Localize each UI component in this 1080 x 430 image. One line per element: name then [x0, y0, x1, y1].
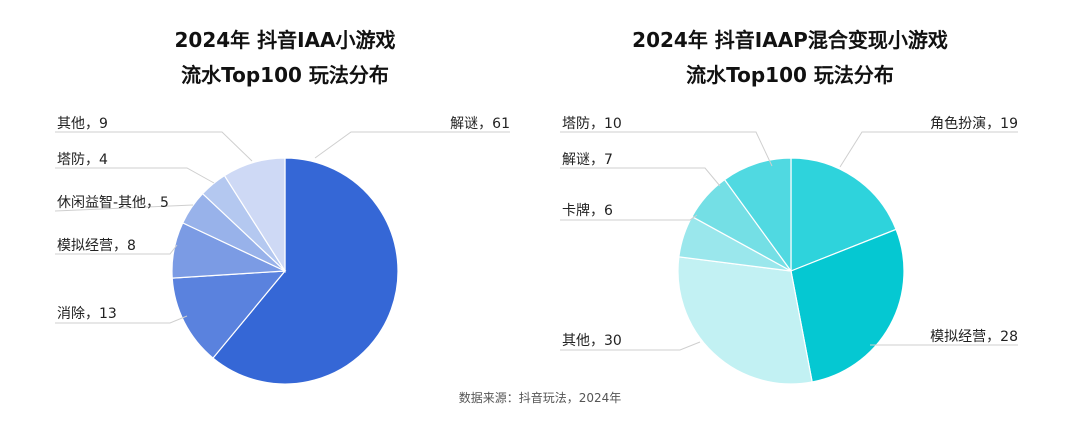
right-label-tafang: 塔防，10 [562, 116, 622, 132]
leader-right-kapai [560, 214, 698, 221]
left-label-qita: 其他，9 [57, 116, 108, 132]
right-slice-0 [790, 157, 897, 272]
right-slice-1 [790, 228, 905, 383]
leader-left-xiuxian [54, 204, 194, 212]
right-label-moni: 模拟经营，28 [930, 329, 1018, 345]
right-chart-title-line2: 流水Top100 玩法分布 [686, 63, 894, 87]
leader-right-tafang [560, 131, 773, 167]
left-label-xiaochu: 消除，13 [57, 306, 117, 322]
leader-right-qita [560, 341, 701, 351]
right-label-kapai: 卡牌，6 [562, 202, 613, 219]
left-pie [171, 157, 399, 385]
leader-left-moni [55, 244, 178, 255]
left-slice-5 [223, 157, 286, 274]
right-slice-2 [677, 256, 813, 385]
right-label-qita: 其他，30 [562, 333, 622, 349]
right-pie [677, 157, 905, 385]
left-slice-1 [171, 270, 287, 359]
leader-left-jiemi [314, 131, 510, 159]
leader-left-xiaochu [55, 315, 188, 324]
left-chart-title-line1: 2024年 抖音IAA小游戏 [174, 28, 395, 52]
left-label-tafang: 塔防，4 [57, 152, 108, 168]
right-label-jiemi: 解谜，7 [562, 152, 613, 168]
left-chart-title-line2: 流水Top100 玩法分布 [181, 63, 389, 87]
leader-left-qita [55, 131, 253, 162]
left-slice-0 [212, 157, 399, 385]
leader-left-tafang [55, 167, 215, 184]
right-chart: 2024年 抖音IAAP混合变现小游戏 流水Top100 玩法分布 角色扮演，1… [560, 28, 1018, 385]
left-chart: 2024年 抖音IAA小游戏 流水Top100 玩法分布 解谜，61 其他，9 … [54, 28, 510, 385]
right-slice-5 [723, 157, 792, 273]
leader-right-jiemi [560, 167, 721, 187]
left-label-xiuxian: 休闲益智-其他，5 [57, 195, 169, 211]
right-label-jueseban: 角色扮演，19 [930, 115, 1018, 132]
leader-right-jueseban [839, 131, 1018, 168]
left-label-jiemi: 解谜，61 [450, 116, 510, 132]
source-note: 数据来源：抖音玩法，2024年 [459, 390, 622, 405]
right-chart-title-line1: 2024年 抖音IAAP混合变现小游戏 [632, 28, 948, 52]
left-label-moni: 模拟经营，8 [57, 238, 136, 254]
